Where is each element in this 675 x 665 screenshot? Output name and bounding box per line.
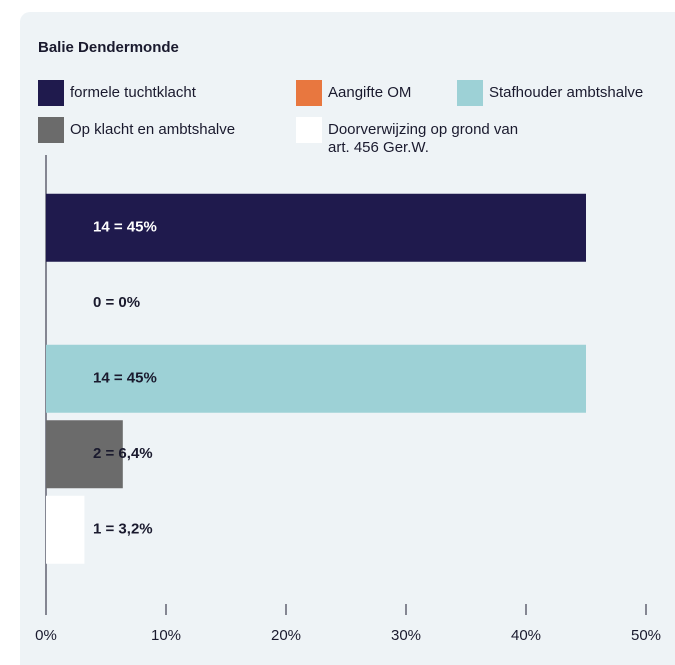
legend-item: Doorverwijzing op grond van art. 456 Ger… bbox=[296, 117, 528, 157]
legend-label: Doorverwijzing op grond van art. 456 Ger… bbox=[328, 121, 519, 156]
chart-panel bbox=[20, 12, 675, 665]
bar bbox=[46, 344, 586, 413]
bar bbox=[46, 193, 586, 262]
legend-item: Op klacht en ambtshalve bbox=[38, 117, 290, 143]
value-label: 0 = 0% bbox=[93, 294, 140, 311]
x-tick-label: 10% bbox=[151, 627, 181, 644]
legend-swatch bbox=[38, 117, 64, 143]
legend-label: formele tuchtklacht bbox=[70, 84, 196, 101]
value-label: 1 = 3,2% bbox=[93, 521, 153, 538]
legend-label: Stafhouder ambtshalve bbox=[489, 84, 644, 101]
x-tick-label: 30% bbox=[391, 627, 421, 644]
value-label: 14 = 45% bbox=[93, 370, 157, 387]
chart-title: Balie Dendermonde bbox=[38, 39, 179, 56]
value-label: 14 = 45% bbox=[93, 219, 157, 236]
legend-item: formele tuchtklacht bbox=[38, 80, 290, 106]
x-tick-label: 40% bbox=[511, 627, 541, 644]
legend-label: Aangifte OM bbox=[328, 84, 412, 101]
legend-swatch bbox=[457, 80, 483, 106]
x-tick-label: 50% bbox=[631, 627, 661, 644]
bar bbox=[46, 495, 85, 564]
legend-item: Stafhouder ambtshalve bbox=[457, 80, 675, 106]
legend-swatch bbox=[38, 80, 64, 106]
legend-swatch bbox=[296, 80, 322, 106]
x-tick-label: 0% bbox=[35, 627, 57, 644]
legend-swatch bbox=[296, 117, 322, 143]
bar bbox=[46, 420, 123, 489]
legend-label: Op klacht en ambtshalve bbox=[70, 121, 236, 138]
legend-item: Aangifte OM bbox=[296, 80, 548, 106]
x-tick-label: 20% bbox=[271, 627, 301, 644]
value-label: 2 = 6,4% bbox=[93, 445, 153, 462]
